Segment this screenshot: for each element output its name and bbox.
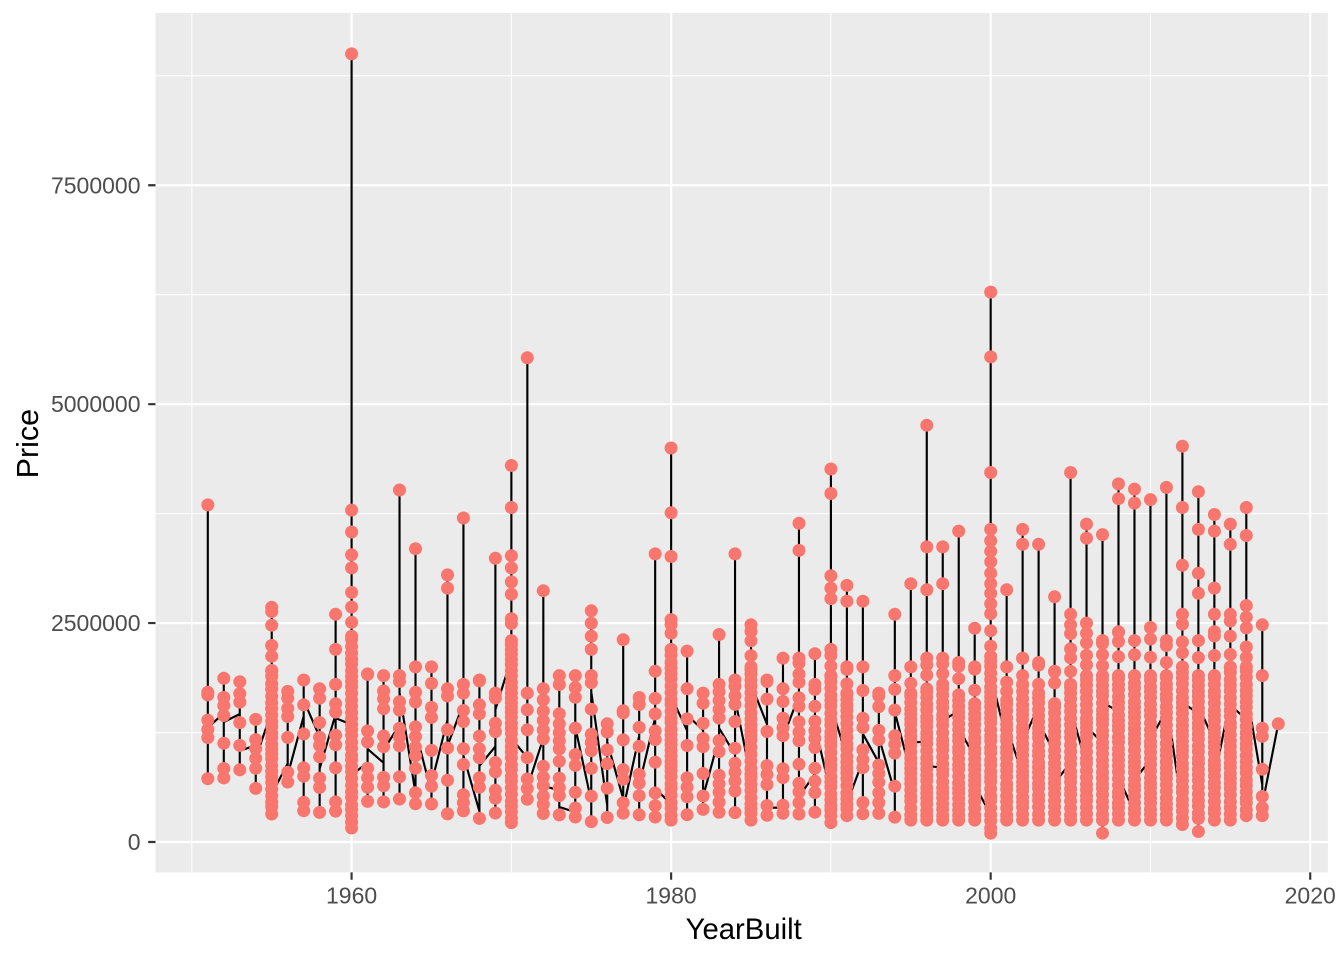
svg-text:7500000: 7500000 [51, 172, 141, 198]
svg-text:0: 0 [128, 829, 141, 855]
svg-text:Price: Price [11, 409, 45, 479]
svg-text:5000000: 5000000 [51, 391, 141, 417]
svg-text:2000: 2000 [965, 883, 1016, 909]
svg-text:1960: 1960 [326, 883, 377, 909]
svg-text:2500000: 2500000 [51, 610, 141, 636]
svg-text:YearBuilt: YearBuilt [686, 913, 802, 946]
svg-text:2020: 2020 [1285, 883, 1336, 909]
svg-text:1980: 1980 [646, 883, 697, 909]
